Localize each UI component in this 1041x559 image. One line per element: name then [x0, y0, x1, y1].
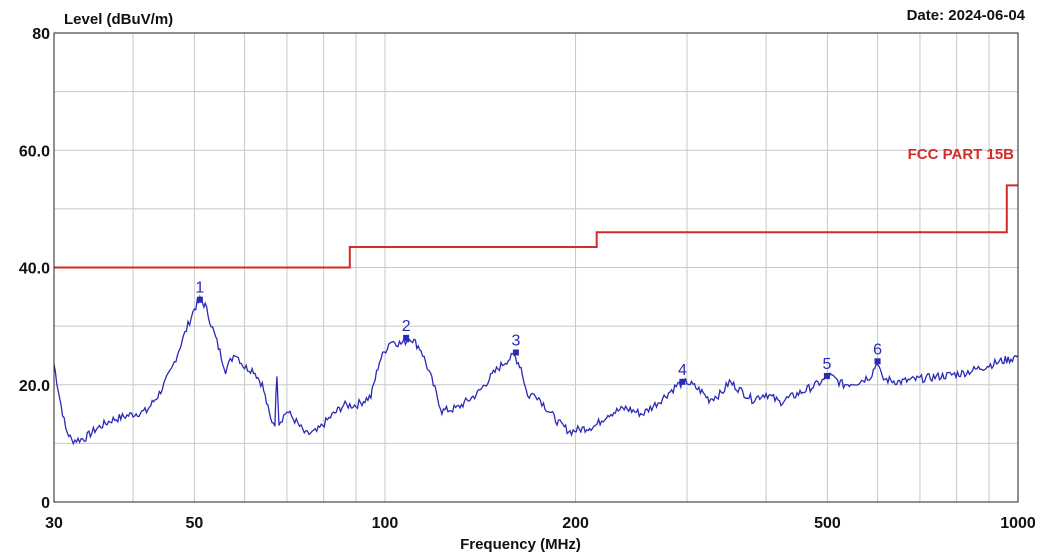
limit-line [54, 184, 1018, 269]
y-tick-label: 0 [41, 495, 50, 512]
marker-label-5: 5 [822, 356, 831, 373]
limit-label: FCC PART 15B [908, 146, 1015, 163]
marker-label-6: 6 [873, 341, 882, 358]
marker-point-3 [512, 349, 519, 356]
x-tick-label: 50 [186, 515, 204, 532]
marker-label-3: 3 [511, 333, 520, 350]
limit-layer: FCC PART 15B [54, 146, 1018, 269]
marker-label-2: 2 [402, 318, 411, 335]
x-tick-label: 200 [562, 515, 589, 532]
marker-point-5 [823, 372, 830, 379]
marker-label-4: 4 [678, 362, 687, 379]
measurement-layer [53, 294, 1019, 446]
marker-layer: 1 2 3 4 5 6 [195, 280, 882, 385]
marker-point-2 [403, 334, 410, 341]
plot-frame [53, 32, 1019, 503]
y-tick-label: 40.0 [19, 261, 50, 278]
y-tick-label: 80 [32, 26, 50, 43]
tick-labels: 30 50 100 200 500 1000 0 20.0 40.0 60.0 80 [19, 26, 1036, 532]
x-tick-label: 1000 [1000, 515, 1036, 532]
marker-label-1: 1 [195, 280, 204, 297]
y-axis-label: Level (dBuV/m) [64, 11, 174, 28]
marker-point-1 [196, 296, 203, 303]
x-tick-label: 100 [372, 515, 399, 532]
date-label: Date: 2024-06-04 [906, 7, 1025, 24]
marker-point-4 [679, 378, 686, 385]
y-tick-label: 20.0 [19, 378, 50, 395]
marker-point-6 [874, 358, 881, 365]
x-axis-label: Frequency (MHz) [460, 536, 581, 553]
x-tick-label: 30 [45, 515, 63, 532]
y-tick-label: 60.0 [19, 143, 50, 160]
x-tick-label: 500 [814, 515, 841, 532]
measurement-trace [53, 294, 1019, 446]
